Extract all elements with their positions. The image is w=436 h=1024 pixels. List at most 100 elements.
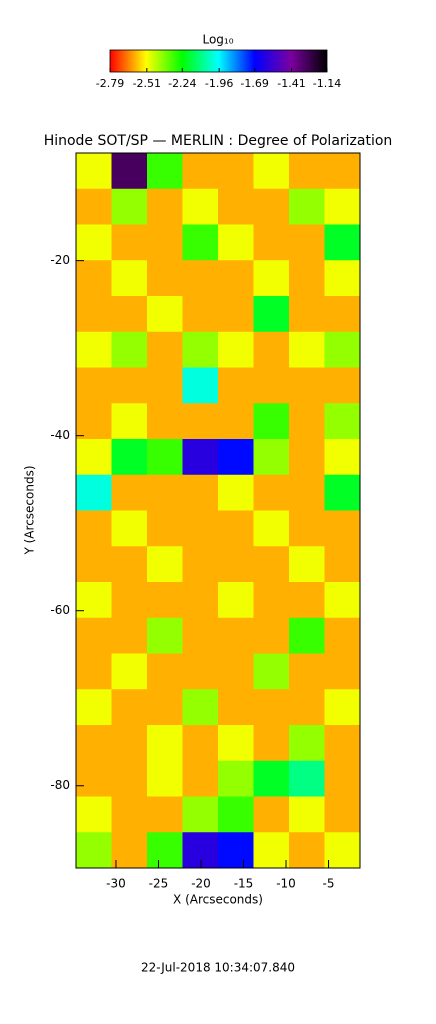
heatmap-cell bbox=[289, 760, 325, 797]
heatmap-cell bbox=[218, 224, 254, 261]
heatmap-cell bbox=[76, 796, 112, 833]
heatmap-cell bbox=[147, 260, 183, 297]
heatmap-cell bbox=[218, 403, 254, 440]
heatmap-cell bbox=[111, 188, 148, 225]
colorbar bbox=[109, 49, 328, 73]
heatmap-cell bbox=[324, 725, 361, 762]
heatmap-cell bbox=[253, 510, 290, 547]
heatmap-cell bbox=[147, 796, 183, 833]
heatmap-cell bbox=[76, 689, 112, 726]
heatmap-cell bbox=[76, 403, 112, 440]
heatmap-cell bbox=[182, 582, 219, 619]
heatmap-cell bbox=[218, 510, 254, 547]
heatmap-cell bbox=[182, 403, 219, 440]
heatmap-cell bbox=[218, 796, 254, 833]
heatmap-cell bbox=[111, 224, 148, 261]
heatmap-cell bbox=[324, 546, 361, 583]
heatmap-cell bbox=[182, 296, 219, 333]
heatmap-cell bbox=[111, 832, 148, 869]
heatmap-cell bbox=[324, 153, 361, 190]
heatmap-cell bbox=[253, 474, 290, 511]
heatmap-cell bbox=[147, 689, 183, 726]
heatmap-cell bbox=[76, 582, 112, 619]
y-tick-label: -60 bbox=[50, 603, 70, 617]
heatmap-cell bbox=[289, 260, 325, 297]
heatmap-cell bbox=[324, 510, 361, 547]
colorbar-tick-label: -1.41 bbox=[277, 77, 305, 90]
heatmap-cell bbox=[147, 582, 183, 619]
heatmap-cell bbox=[147, 296, 183, 333]
heatmap-cell bbox=[289, 188, 325, 225]
heatmap-cell bbox=[253, 546, 290, 583]
heatmap-cell bbox=[324, 832, 361, 869]
heatmap-cell bbox=[147, 510, 183, 547]
heatmap-cell bbox=[76, 760, 112, 797]
heatmap-cell bbox=[324, 439, 361, 476]
heatmap-cell bbox=[218, 689, 254, 726]
heatmap-cell bbox=[76, 188, 112, 225]
heatmap-cell bbox=[289, 439, 325, 476]
heatmap-cell bbox=[111, 367, 148, 404]
heatmap-cell bbox=[147, 725, 183, 762]
heatmap-cell bbox=[218, 260, 254, 297]
heatmap-cell bbox=[289, 582, 325, 619]
heatmap-cell bbox=[76, 153, 112, 190]
heatmap-cell bbox=[289, 689, 325, 726]
x-tick-label: -15 bbox=[234, 877, 254, 891]
heatmap-cell bbox=[76, 260, 112, 297]
heatmap-cell bbox=[253, 653, 290, 690]
heatmap-cell bbox=[253, 367, 290, 404]
heatmap-cell bbox=[253, 832, 290, 869]
colorbar-tick-label: -1.96 bbox=[205, 77, 233, 90]
heatmap-cell bbox=[182, 689, 219, 726]
heatmap-cell bbox=[289, 403, 325, 440]
heatmap-cell bbox=[76, 474, 112, 511]
heatmap-cell bbox=[76, 653, 112, 690]
heatmap-cell bbox=[147, 832, 183, 869]
heatmap-cell bbox=[147, 188, 183, 225]
heatmap-cell bbox=[324, 331, 361, 368]
heatmap-cell bbox=[253, 224, 290, 261]
heatmap-cell bbox=[111, 439, 148, 476]
heatmap-cell bbox=[111, 725, 148, 762]
heatmap-cell bbox=[289, 725, 325, 762]
heatmap-cell bbox=[111, 403, 148, 440]
heatmap-cell bbox=[111, 331, 148, 368]
heatmap-cell bbox=[182, 510, 219, 547]
heatmap-cell bbox=[289, 153, 325, 190]
heatmap-cell bbox=[76, 617, 112, 654]
heatmap-cell bbox=[289, 296, 325, 333]
heatmap-cell bbox=[324, 617, 361, 654]
heatmap-cell bbox=[76, 546, 112, 583]
heatmap-cell bbox=[324, 474, 361, 511]
heatmap-cell bbox=[147, 439, 183, 476]
heatmap-cell bbox=[76, 367, 112, 404]
heatmap-cell bbox=[218, 832, 254, 869]
heatmap-cell bbox=[182, 653, 219, 690]
heatmap-cell bbox=[253, 725, 290, 762]
heatmap-cell bbox=[111, 760, 148, 797]
heatmap-cell bbox=[324, 653, 361, 690]
heatmap-cell bbox=[111, 546, 148, 583]
heatmap-cell bbox=[182, 725, 219, 762]
x-tick-label: -30 bbox=[106, 877, 126, 891]
heatmap-cell bbox=[76, 439, 112, 476]
heatmap-cell bbox=[182, 188, 219, 225]
heatmap-cell bbox=[324, 403, 361, 440]
heatmap-cell bbox=[324, 260, 361, 297]
heatmap-cell bbox=[111, 796, 148, 833]
heatmap-cell bbox=[289, 474, 325, 511]
heatmap-cell bbox=[253, 331, 290, 368]
heatmap-cell bbox=[147, 546, 183, 583]
heatmap-cell bbox=[218, 653, 254, 690]
heatmap-cell bbox=[147, 224, 183, 261]
y-tick-label: -20 bbox=[50, 253, 70, 267]
heatmap-cell bbox=[218, 331, 254, 368]
heatmap-cell bbox=[147, 367, 183, 404]
x-axis-label: X (Arcseconds) bbox=[173, 893, 263, 907]
colorbar-label: Log₁₀ bbox=[202, 33, 233, 47]
heatmap-cell bbox=[253, 689, 290, 726]
heatmap-cell bbox=[218, 153, 254, 190]
heatmap-cell bbox=[218, 546, 254, 583]
heatmap-cell bbox=[253, 188, 290, 225]
